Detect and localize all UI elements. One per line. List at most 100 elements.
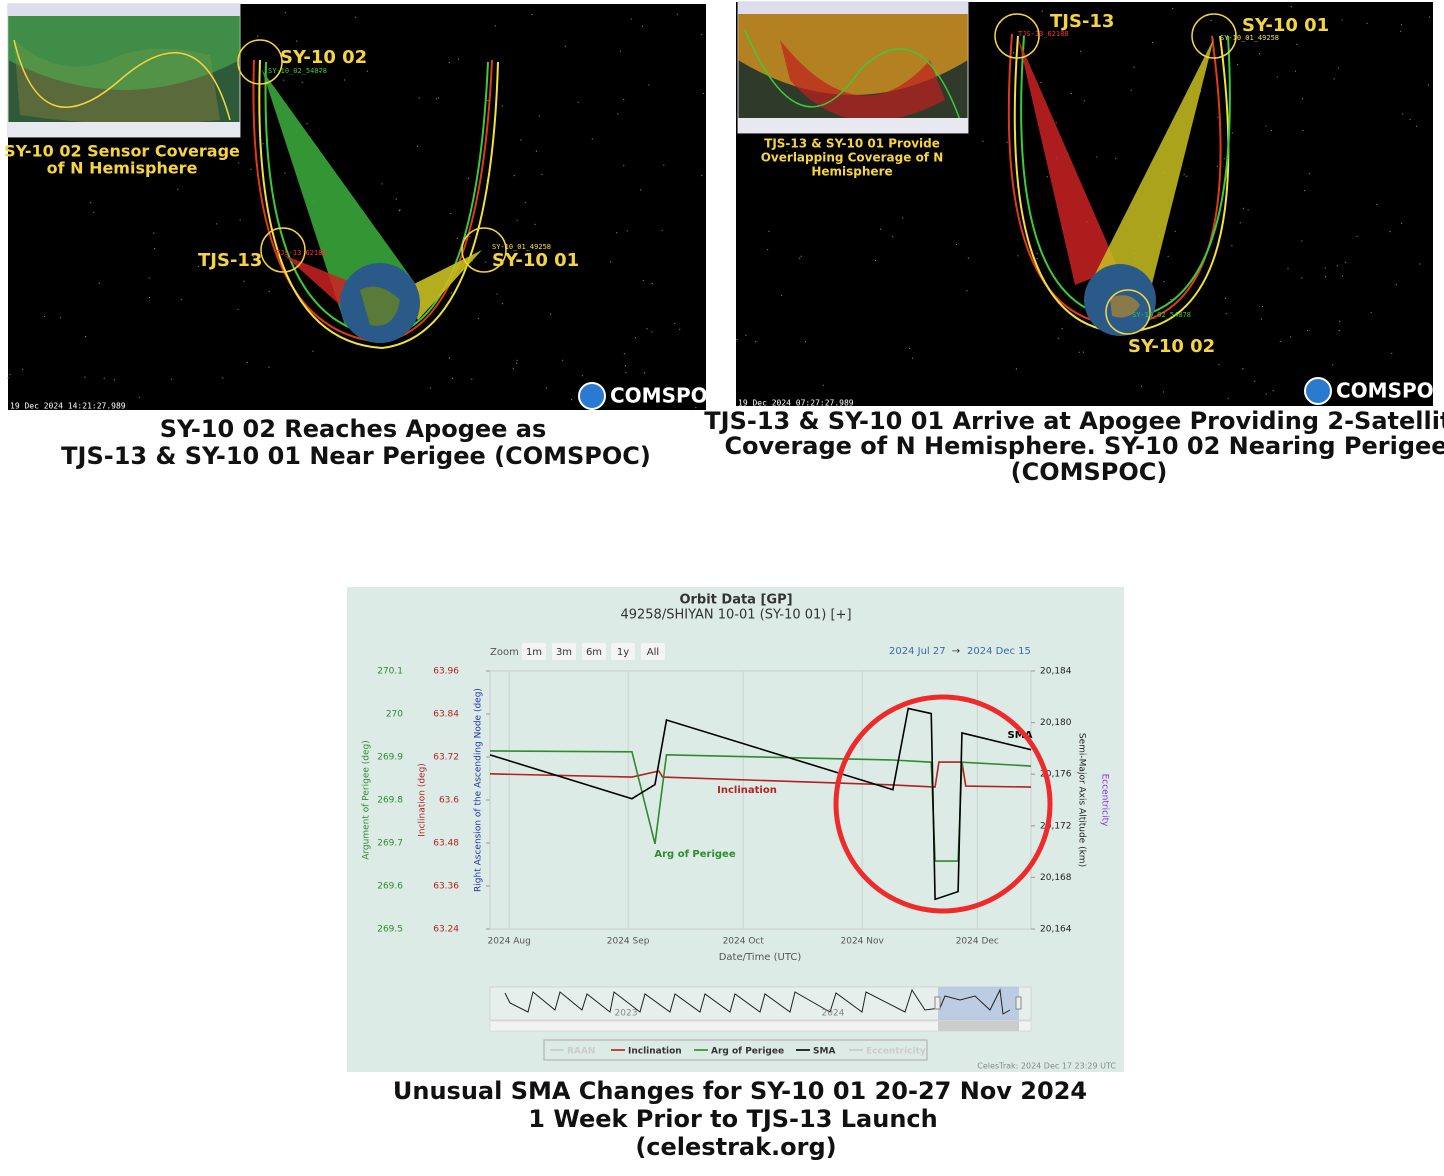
star — [695, 407, 697, 409]
zoom-button-label[interactable]: 1y — [617, 647, 629, 658]
star — [879, 228, 882, 230]
star — [1225, 313, 1227, 315]
zoom-button[interactable] — [611, 643, 635, 660]
land — [360, 286, 400, 326]
axis-title: Inclination (deg) — [418, 763, 428, 837]
star — [1301, 240, 1303, 242]
zoom-button[interactable] — [522, 643, 546, 660]
coverage — [8, 16, 240, 90]
legend-label[interactable]: RAAN — [567, 1047, 595, 1057]
star — [496, 293, 498, 295]
star — [268, 366, 270, 368]
star — [768, 230, 770, 232]
star — [113, 379, 115, 381]
star — [1041, 10, 1043, 12]
sat-id: SY-10_01_49258 — [492, 243, 551, 251]
navigator-handle[interactable] — [1015, 996, 1022, 1010]
star — [676, 13, 678, 15]
y-tick-label: 20,184 — [1040, 667, 1072, 677]
star — [1306, 329, 1308, 332]
y-tick-label: 63.24 — [433, 925, 459, 935]
sat-label: TJS-13 — [1050, 11, 1114, 32]
star — [448, 357, 451, 359]
navigator-handle[interactable] — [934, 996, 941, 1010]
zoom-button[interactable] — [582, 643, 606, 660]
star — [701, 174, 703, 177]
star — [700, 390, 702, 393]
star — [1272, 390, 1274, 392]
star — [535, 150, 538, 152]
legend-label[interactable]: SMA — [813, 1047, 835, 1057]
navigator-label: 2024 — [822, 1009, 845, 1019]
scrollbar[interactable] — [489, 1020, 1032, 1032]
legend-label[interactable]: Arg of Perigee — [711, 1047, 784, 1057]
star — [1309, 173, 1311, 175]
star — [477, 317, 479, 319]
scrollbar-thumb[interactable] — [938, 1021, 1019, 1031]
star — [138, 396, 140, 398]
zoom-button[interactable] — [552, 643, 576, 660]
star — [524, 202, 526, 204]
zoom-button[interactable] — [641, 643, 665, 660]
sat-label: SY-10 01 — [492, 250, 579, 271]
star — [643, 372, 646, 374]
star — [1174, 230, 1176, 232]
sensor-cone — [262, 70, 420, 325]
star — [1290, 6, 1292, 8]
inset-caption: Overlapping Coverage of N — [761, 151, 944, 165]
star — [417, 145, 419, 147]
star — [822, 384, 824, 386]
zoom-button-label[interactable]: All — [647, 647, 659, 658]
star — [1186, 175, 1188, 177]
star — [1167, 255, 1169, 257]
legend-label[interactable]: Inclination — [628, 1047, 682, 1057]
zoom-button-label[interactable]: 6m — [586, 647, 602, 658]
star — [501, 303, 504, 305]
star — [1333, 78, 1335, 80]
star — [1260, 318, 1263, 320]
highlight — [1191, 13, 1237, 59]
star — [1324, 267, 1326, 269]
star — [450, 292, 452, 294]
star — [398, 209, 400, 212]
chart-subtitle: 49258/SHIYAN 10-01 (SY-10 01) [+] — [620, 608, 851, 623]
star — [1296, 43, 1298, 45]
star — [485, 261, 487, 263]
star — [1415, 125, 1418, 127]
ground-track — [744, 29, 961, 121]
star — [436, 98, 438, 100]
zoom-button-label[interactable]: 3m — [556, 647, 572, 658]
timestamp: 19 Dec 2024 07:27:27.989 — [738, 399, 854, 408]
caption: (COMSPOC) — [1011, 458, 1168, 486]
star — [616, 232, 618, 234]
x-axis-title: Date/Time (UTC) — [719, 952, 802, 963]
star — [661, 229, 663, 231]
star — [1223, 158, 1225, 160]
star — [1265, 393, 1267, 395]
star — [1172, 346, 1174, 348]
star — [237, 308, 239, 310]
star — [59, 317, 62, 319]
navigator-selection[interactable] — [938, 987, 1019, 1020]
star — [967, 257, 970, 259]
star — [1036, 253, 1038, 255]
legend-label[interactable]: Eccentricity — [866, 1047, 926, 1057]
star — [1218, 364, 1220, 366]
star — [1140, 385, 1142, 387]
sensor-cone — [1018, 38, 1118, 285]
star — [1324, 276, 1327, 278]
star — [1400, 24, 1403, 26]
x-tick-label: 2024 Dec — [956, 937, 999, 947]
star — [1237, 63, 1239, 66]
star — [1254, 380, 1256, 382]
zoom-button-label[interactable]: 1m — [526, 647, 542, 658]
star — [911, 357, 914, 359]
star — [1301, 277, 1303, 279]
ground-track — [13, 39, 231, 121]
star — [319, 70, 321, 73]
star — [651, 282, 653, 285]
star — [624, 364, 627, 367]
inset-caption: Hemisphere — [811, 165, 892, 179]
star — [9, 374, 11, 376]
star — [1247, 209, 1249, 211]
